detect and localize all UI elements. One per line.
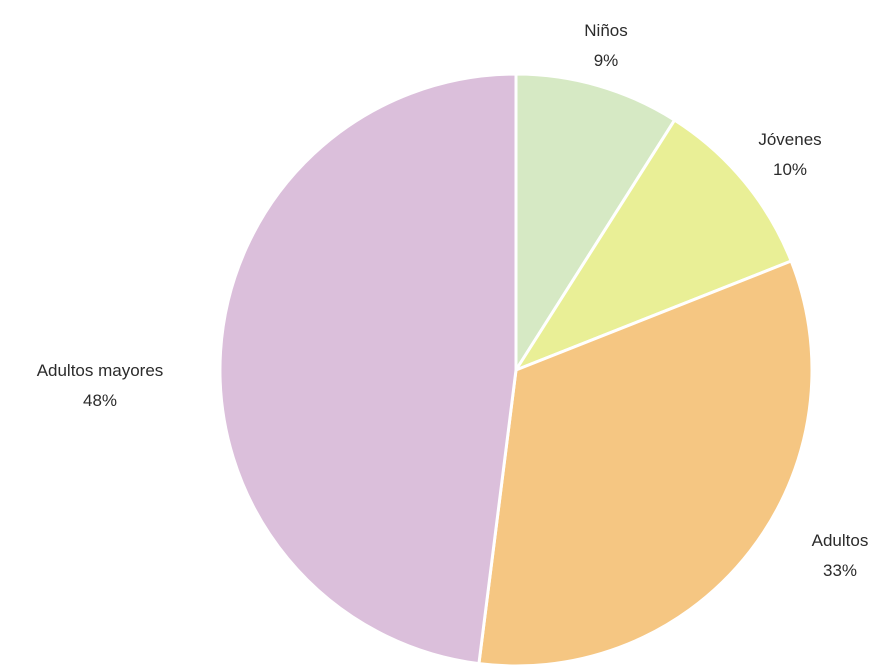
label-adultos-mayores-name: Adultos mayores	[37, 361, 164, 380]
label-ninos: Niños 9%	[584, 21, 627, 70]
pie-slice-adultos-mayores	[218, 72, 518, 666]
label-jovenes-name: Jóvenes	[758, 130, 821, 149]
label-adultos-mayores-value: 48%	[83, 391, 117, 410]
pie-slices	[218, 72, 814, 666]
label-adultos: Adultos 33%	[812, 531, 869, 580]
label-adultos-mayores: Adultos mayores 48%	[37, 361, 164, 410]
pie-slice-jovenes	[514, 118, 793, 372]
pie-slice-adultos	[477, 259, 814, 666]
label-adultos-name: Adultos	[812, 531, 869, 550]
label-adultos-value: 33%	[823, 561, 857, 580]
label-ninos-value: 9%	[594, 51, 619, 70]
label-ninos-name: Niños	[584, 21, 627, 40]
label-jovenes-value: 10%	[773, 160, 807, 179]
label-jovenes: Jóvenes 10%	[758, 130, 821, 179]
pie-slice-ninos	[514, 72, 677, 372]
